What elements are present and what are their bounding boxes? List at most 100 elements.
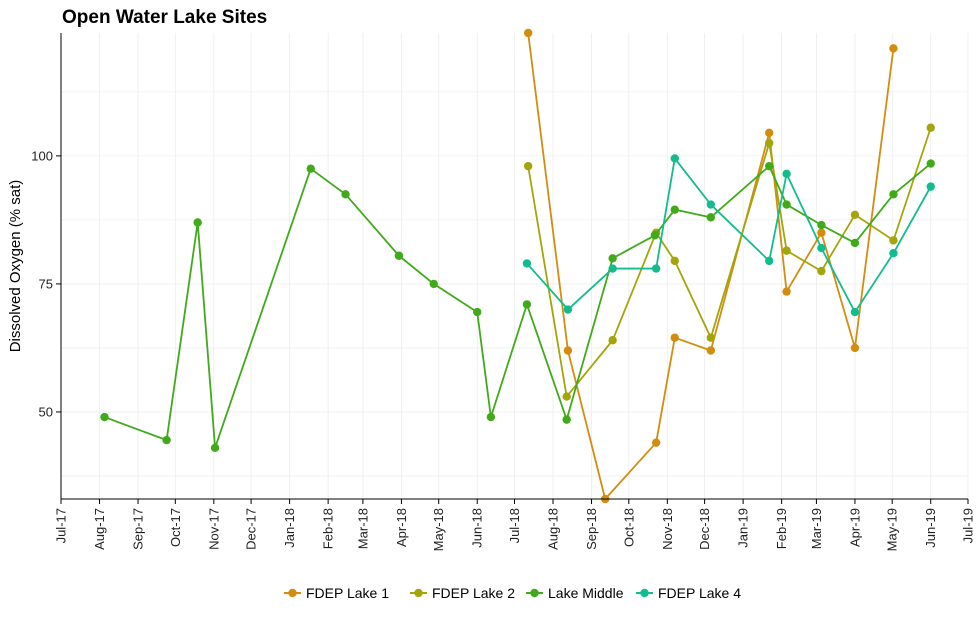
data-point: [522, 300, 532, 309]
x-tick-label: Jul-19: [961, 508, 976, 543]
data-point: [670, 154, 679, 163]
legend-item: FDEP Lake 2: [410, 585, 515, 601]
legend-label: FDEP Lake 4: [658, 585, 741, 601]
chart-title: Open Water Lake Sites: [62, 7, 267, 28]
data-point: [473, 307, 482, 317]
data-point: [765, 256, 774, 266]
data-point: [562, 392, 571, 401]
data-point: [817, 243, 826, 253]
data-point: [210, 443, 220, 452]
x-tick-label: May-18: [431, 508, 446, 551]
data-point: [394, 251, 404, 260]
x-tick-label: Jul-18: [507, 508, 522, 543]
data-point: [817, 220, 826, 230]
data-point: [670, 205, 679, 214]
data-point: [523, 28, 533, 38]
data-point: [706, 333, 716, 342]
data-point: [926, 159, 935, 168]
x-tick-label: Jan-18: [282, 508, 297, 548]
data-point: [523, 161, 533, 171]
legend-label: Lake Middle: [548, 585, 624, 601]
y-tick-label: 100: [31, 148, 53, 163]
data-point: [850, 238, 860, 248]
legend-item: FDEP Lake 4: [636, 585, 741, 601]
legend-key-point: [640, 588, 649, 598]
data-point: [429, 279, 438, 289]
data-point: [889, 44, 898, 53]
x-tick-label: Dec-17: [244, 508, 259, 550]
y-tick-label: 50: [39, 404, 53, 419]
data-point: [193, 218, 202, 227]
data-point: [782, 200, 791, 209]
data-point: [817, 266, 826, 276]
legend-key-point: [530, 588, 539, 598]
series-line-fdep-lake-4: [526, 157, 932, 313]
data-point: [850, 307, 860, 317]
x-tick-label: Oct-18: [621, 508, 636, 547]
data-point: [650, 231, 660, 240]
data-point: [782, 169, 791, 179]
series-line-fdep-lake-1: [527, 32, 895, 500]
data-point: [306, 164, 315, 173]
legend-item: Lake Middle: [526, 585, 624, 601]
x-tick-label: Apr-19: [847, 508, 862, 547]
data-point: [486, 412, 496, 422]
x-tick-label: Apr-18: [394, 508, 409, 547]
y-axis-ticks: 50 75 100: [31, 148, 61, 419]
data-point: [608, 254, 617, 263]
series-fdep-lake-2: [523, 123, 935, 401]
data-point: [782, 246, 791, 255]
data-point: [817, 228, 826, 237]
data-point: [926, 182, 935, 191]
data-point: [651, 264, 661, 273]
data-point: [563, 346, 573, 355]
y-tick-label: 75: [39, 276, 53, 291]
x-tick-label: Jun-19: [923, 508, 938, 548]
data-point: [926, 123, 935, 132]
data-point: [100, 412, 109, 422]
x-tick-label: Mar-18: [355, 508, 370, 549]
series-line-fdep-lake-2: [527, 127, 932, 398]
series-line-lake-middle: [104, 162, 932, 449]
data-point: [706, 213, 716, 222]
legend-label: FDEP Lake 1: [306, 585, 389, 601]
data-point: [563, 305, 573, 314]
grid: [60, 33, 969, 499]
legend: FDEP Lake 1 FDEP Lake 2 Lake Middle FDEP La…: [284, 585, 741, 601]
x-tick-label: May-19: [885, 508, 900, 551]
series-lake-middle: [100, 159, 935, 452]
data-point: [706, 200, 716, 209]
legend-item: FDEP Lake 1: [284, 585, 389, 601]
x-tick-label: Nov-18: [660, 508, 675, 550]
data-point: [522, 259, 532, 268]
x-tick-label: Feb-19: [774, 508, 789, 549]
data-point: [850, 210, 860, 219]
series-fdep-lake-4: [522, 154, 935, 317]
data-point: [889, 190, 898, 199]
x-axis-ticks: Jul-17 Aug-17 Sep-17 Oct-17 Nov-17 Dec-17 Jan-…: [54, 499, 976, 551]
legend-key-point: [288, 588, 297, 598]
data-point: [162, 435, 171, 445]
y-axis-title: Dissolved Oxygen (% sat): [7, 180, 24, 353]
legend-label: FDEP Lake 2: [432, 585, 515, 601]
data-point: [562, 415, 571, 424]
data-point: [651, 438, 661, 447]
x-tick-label: Jul-17: [54, 508, 69, 543]
x-tick-label: Sep-18: [584, 508, 599, 550]
data-point: [889, 248, 898, 258]
data-point: [889, 236, 898, 245]
data-point: [670, 333, 679, 342]
x-tick-label: Dec-18: [697, 508, 712, 550]
x-tick-label: Aug-17: [92, 508, 107, 550]
data-point: [850, 343, 860, 353]
data-point: [670, 256, 679, 266]
data-point: [706, 346, 716, 355]
data-point: [765, 138, 774, 148]
x-tick-label: Feb-18: [321, 508, 336, 549]
series-layer: [100, 28, 935, 504]
x-tick-label: Aug-18: [546, 508, 561, 550]
x-tick-label: Oct-17: [168, 508, 183, 547]
x-tick-label: Jun-18: [470, 508, 485, 548]
x-tick-label: Sep-17: [131, 508, 146, 550]
